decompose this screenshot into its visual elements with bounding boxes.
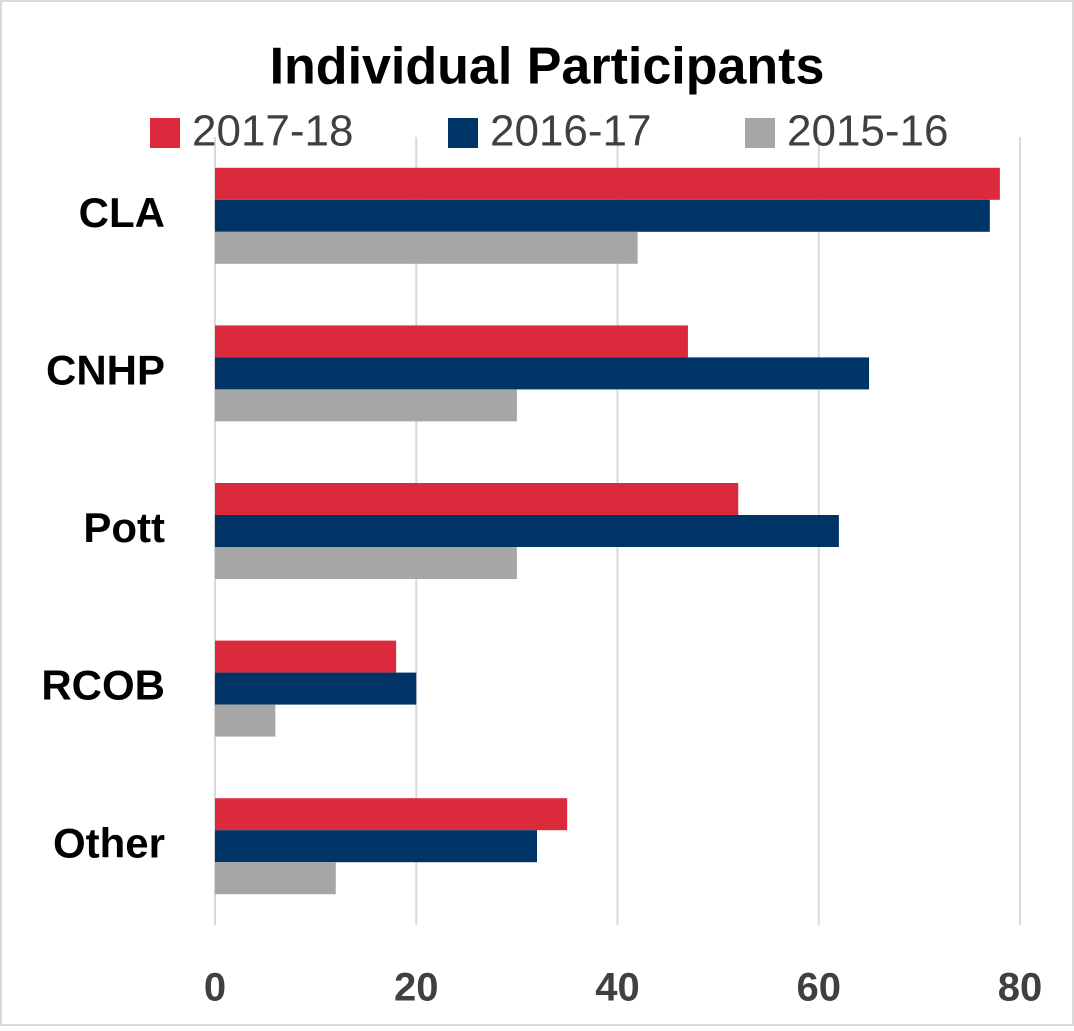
x-tick-label: 80 [998,966,1043,1010]
bar [215,798,568,831]
bar [215,547,517,579]
bar [215,672,417,705]
bar [215,515,839,547]
bar [215,325,688,358]
chart-title: Individual Participants [270,38,825,96]
legend-swatch [150,118,180,148]
bar [215,483,739,515]
y-tick-label: CNHP [46,346,165,393]
x-tick-label: 40 [595,966,640,1010]
x-tick-label: 0 [204,966,226,1010]
x-tick-label: 20 [394,966,439,1010]
y-tick-label: Pott [83,504,165,551]
bar [215,830,537,863]
y-tick-label: CLA [79,189,165,236]
legend-swatch [745,118,775,148]
y-tick-label: Other [53,819,165,866]
bar [215,199,990,232]
bar [215,640,397,673]
bar [215,231,638,264]
legend-swatch [448,118,478,148]
y-tick-label: RCOB [41,662,165,709]
bar [215,862,336,895]
bar [215,389,517,422]
legend-label: 2015-16 [787,107,948,156]
bar [215,357,870,390]
bar [215,704,276,737]
legend-label: 2016-17 [490,107,651,156]
legend-label: 2017-18 [192,107,353,156]
bar [215,167,1000,200]
x-tick-label: 60 [797,966,842,1010]
